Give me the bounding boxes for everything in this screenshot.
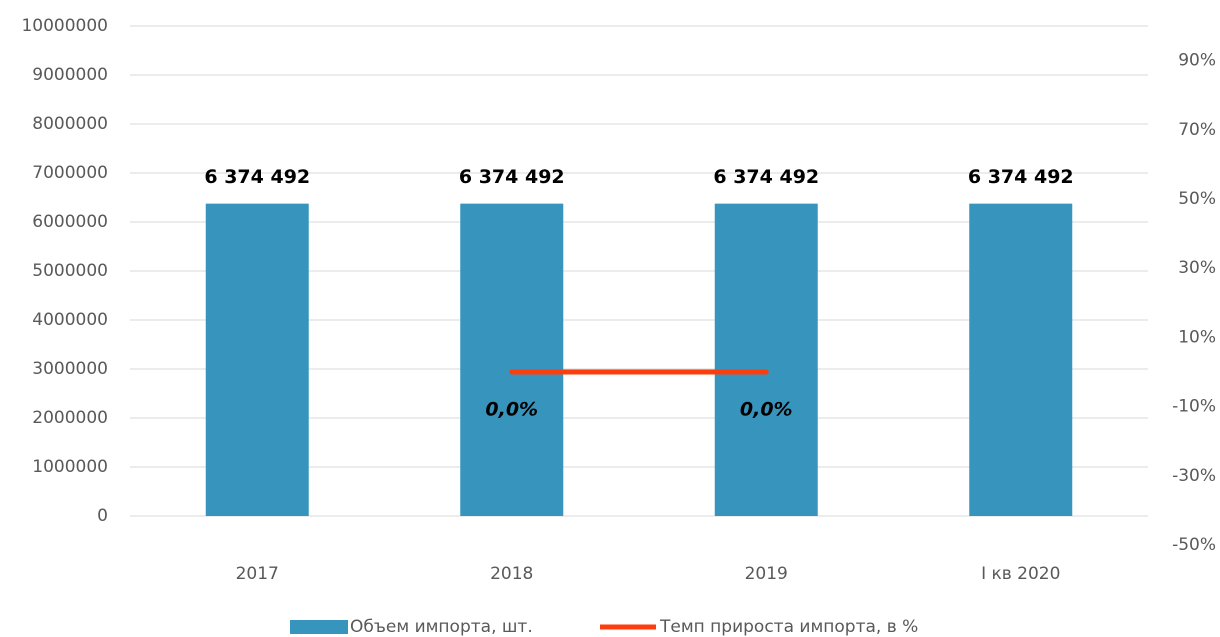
- y-tick-label: 2000000: [32, 408, 108, 428]
- y-tick-label: 9000000: [32, 65, 108, 85]
- data-label: 0,0%: [485, 399, 538, 421]
- y-tick-label: 5000000: [32, 261, 108, 281]
- data-label: 6 374 492: [459, 166, 565, 188]
- legend-swatch: [290, 620, 348, 634]
- y2-tick-label: -30%: [1172, 466, 1216, 486]
- data-label: 6 374 492: [204, 166, 310, 188]
- data-label: 6 374 492: [968, 166, 1074, 188]
- bar: [714, 203, 818, 516]
- legend-label: Темп прироста импорта, в %: [659, 617, 918, 637]
- y-tick-label: 3000000: [32, 359, 108, 379]
- y2-tick-label: 50%: [1178, 189, 1216, 209]
- y-tick-label: 8000000: [32, 114, 108, 134]
- legend-label: Объем импорта, шт.: [350, 617, 533, 637]
- y-tick-label: 4000000: [32, 310, 108, 330]
- y-tick-label: 7000000: [32, 163, 108, 183]
- data-label: 0,0%: [740, 399, 793, 421]
- x-tick-label: 2019: [745, 564, 788, 584]
- bar: [205, 203, 309, 516]
- y-tick-label: 10000000: [21, 16, 108, 36]
- x-tick-label: 2018: [490, 564, 533, 584]
- y2-tick-label: 30%: [1178, 258, 1216, 278]
- x-tick-label: I кв 2020: [981, 564, 1060, 584]
- y-tick-label: 1000000: [32, 457, 108, 477]
- y2-tick-label: 70%: [1178, 120, 1216, 140]
- y2-tick-label: 90%: [1178, 51, 1216, 71]
- y-tick-label: 0: [97, 506, 108, 526]
- y2-tick-label: -50%: [1172, 535, 1216, 555]
- bar: [969, 203, 1073, 516]
- bar: [460, 203, 564, 516]
- y2-tick-label: 10%: [1178, 327, 1216, 347]
- y-tick-label: 6000000: [32, 212, 108, 232]
- y2-tick-label: -10%: [1172, 397, 1216, 417]
- x-tick-label: 2017: [236, 564, 279, 584]
- data-label: 6 374 492: [713, 166, 819, 188]
